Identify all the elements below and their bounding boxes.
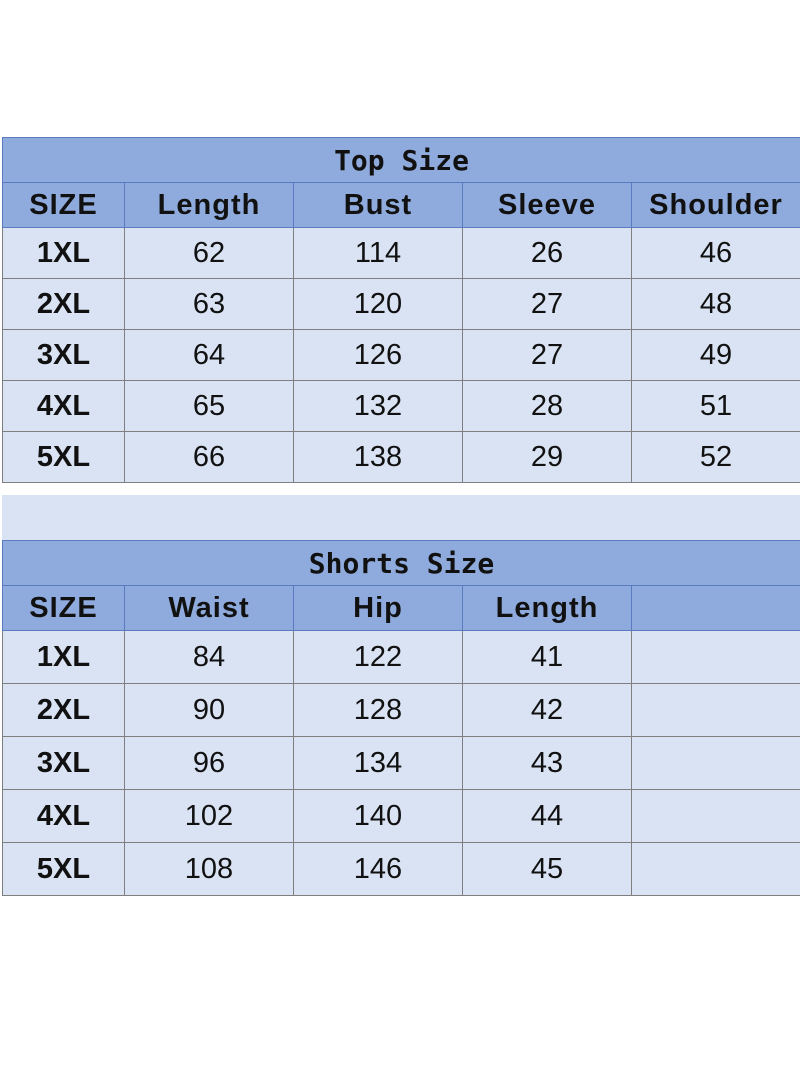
table-spacer <box>2 495 800 540</box>
measurement-cell: 128 <box>293 683 463 737</box>
measurement-cell: 120 <box>293 278 463 330</box>
measurement-cell <box>630 789 800 843</box>
column-header: Bust <box>293 182 463 228</box>
column-header: Sleeve <box>462 182 632 228</box>
top-size-table: Top Size SIZE Length Bust Sleeve Shoulder 1X… <box>2 137 800 483</box>
column-header <box>630 585 800 631</box>
measurement-cell: 51 <box>631 380 800 432</box>
size-cell: 4XL <box>2 789 125 843</box>
column-header: Length <box>462 585 632 631</box>
measurement-cell: 122 <box>293 630 463 684</box>
size-cell: 4XL <box>2 380 125 432</box>
shorts-size-title: Shorts Size <box>1 540 800 586</box>
shorts-header-row: SIZE Waist Hip Length <box>2 585 800 631</box>
size-cell: 5XL <box>2 842 125 896</box>
size-cell: 1XL <box>2 227 125 279</box>
measurement-cell: 96 <box>124 736 294 790</box>
size-cell: 2XL <box>2 278 125 330</box>
measurement-cell: 64 <box>124 329 294 381</box>
table-row: 4XL 65 132 28 51 <box>2 380 800 432</box>
measurement-cell: 134 <box>293 736 463 790</box>
measurement-cell: 45 <box>462 842 632 896</box>
table-row: 5XL 66 138 29 52 <box>2 431 800 483</box>
measurement-cell: 146 <box>293 842 463 896</box>
measurement-cell: 49 <box>631 329 800 381</box>
measurement-cell: 26 <box>462 227 632 279</box>
column-header: Waist <box>124 585 294 631</box>
measurement-cell: 84 <box>124 630 294 684</box>
measurement-cell: 28 <box>462 380 632 432</box>
measurement-cell: 126 <box>293 329 463 381</box>
measurement-cell <box>630 683 800 737</box>
measurement-cell: 140 <box>293 789 463 843</box>
column-header: SIZE <box>2 585 125 631</box>
column-header: Shoulder <box>631 182 800 228</box>
measurement-cell: 48 <box>631 278 800 330</box>
measurement-cell: 29 <box>462 431 632 483</box>
measurement-cell: 138 <box>293 431 463 483</box>
measurement-cell: 42 <box>462 683 632 737</box>
column-header: SIZE <box>2 182 125 228</box>
size-cell: 5XL <box>2 431 125 483</box>
measurement-cell: 44 <box>462 789 632 843</box>
table-row: 3XL 64 126 27 49 <box>2 329 800 381</box>
column-header: Hip <box>293 585 463 631</box>
measurement-cell: 62 <box>124 227 294 279</box>
table-row: 1XL 84 122 41 <box>2 630 800 684</box>
measurement-cell <box>630 736 800 790</box>
measurement-cell: 46 <box>631 227 800 279</box>
table-row: 5XL 108 146 45 <box>2 842 800 896</box>
table-row: 4XL 102 140 44 <box>2 789 800 843</box>
shorts-size-table: Shorts Size SIZE Waist Hip Length 1XL 84 122 4… <box>1 540 800 896</box>
top-header-row: SIZE Length Bust Sleeve Shoulder <box>2 182 800 228</box>
top-size-title: Top Size <box>2 137 800 183</box>
size-cell: 2XL <box>2 683 125 737</box>
measurement-cell: 27 <box>462 329 632 381</box>
table-row: 2XL 90 128 42 <box>2 683 800 737</box>
measurement-cell: 132 <box>293 380 463 432</box>
measurement-cell: 108 <box>124 842 294 896</box>
table-row: 2XL 63 120 27 48 <box>2 278 800 330</box>
measurement-cell: 114 <box>293 227 463 279</box>
measurement-cell: 63 <box>124 278 294 330</box>
table-row: 1XL 62 114 26 46 <box>2 227 800 279</box>
measurement-cell: 102 <box>124 789 294 843</box>
measurement-cell <box>630 630 800 684</box>
column-header: Length <box>124 182 294 228</box>
measurement-cell: 27 <box>462 278 632 330</box>
measurement-cell: 65 <box>124 380 294 432</box>
size-cell: 1XL <box>2 630 125 684</box>
table-row: 3XL 96 134 43 <box>2 736 800 790</box>
measurement-cell: 52 <box>631 431 800 483</box>
measurement-cell <box>630 842 800 896</box>
size-cell: 3XL <box>2 736 125 790</box>
measurement-cell: 41 <box>462 630 632 684</box>
size-cell: 3XL <box>2 329 125 381</box>
measurement-cell: 90 <box>124 683 294 737</box>
measurement-cell: 43 <box>462 736 632 790</box>
measurement-cell: 66 <box>124 431 294 483</box>
